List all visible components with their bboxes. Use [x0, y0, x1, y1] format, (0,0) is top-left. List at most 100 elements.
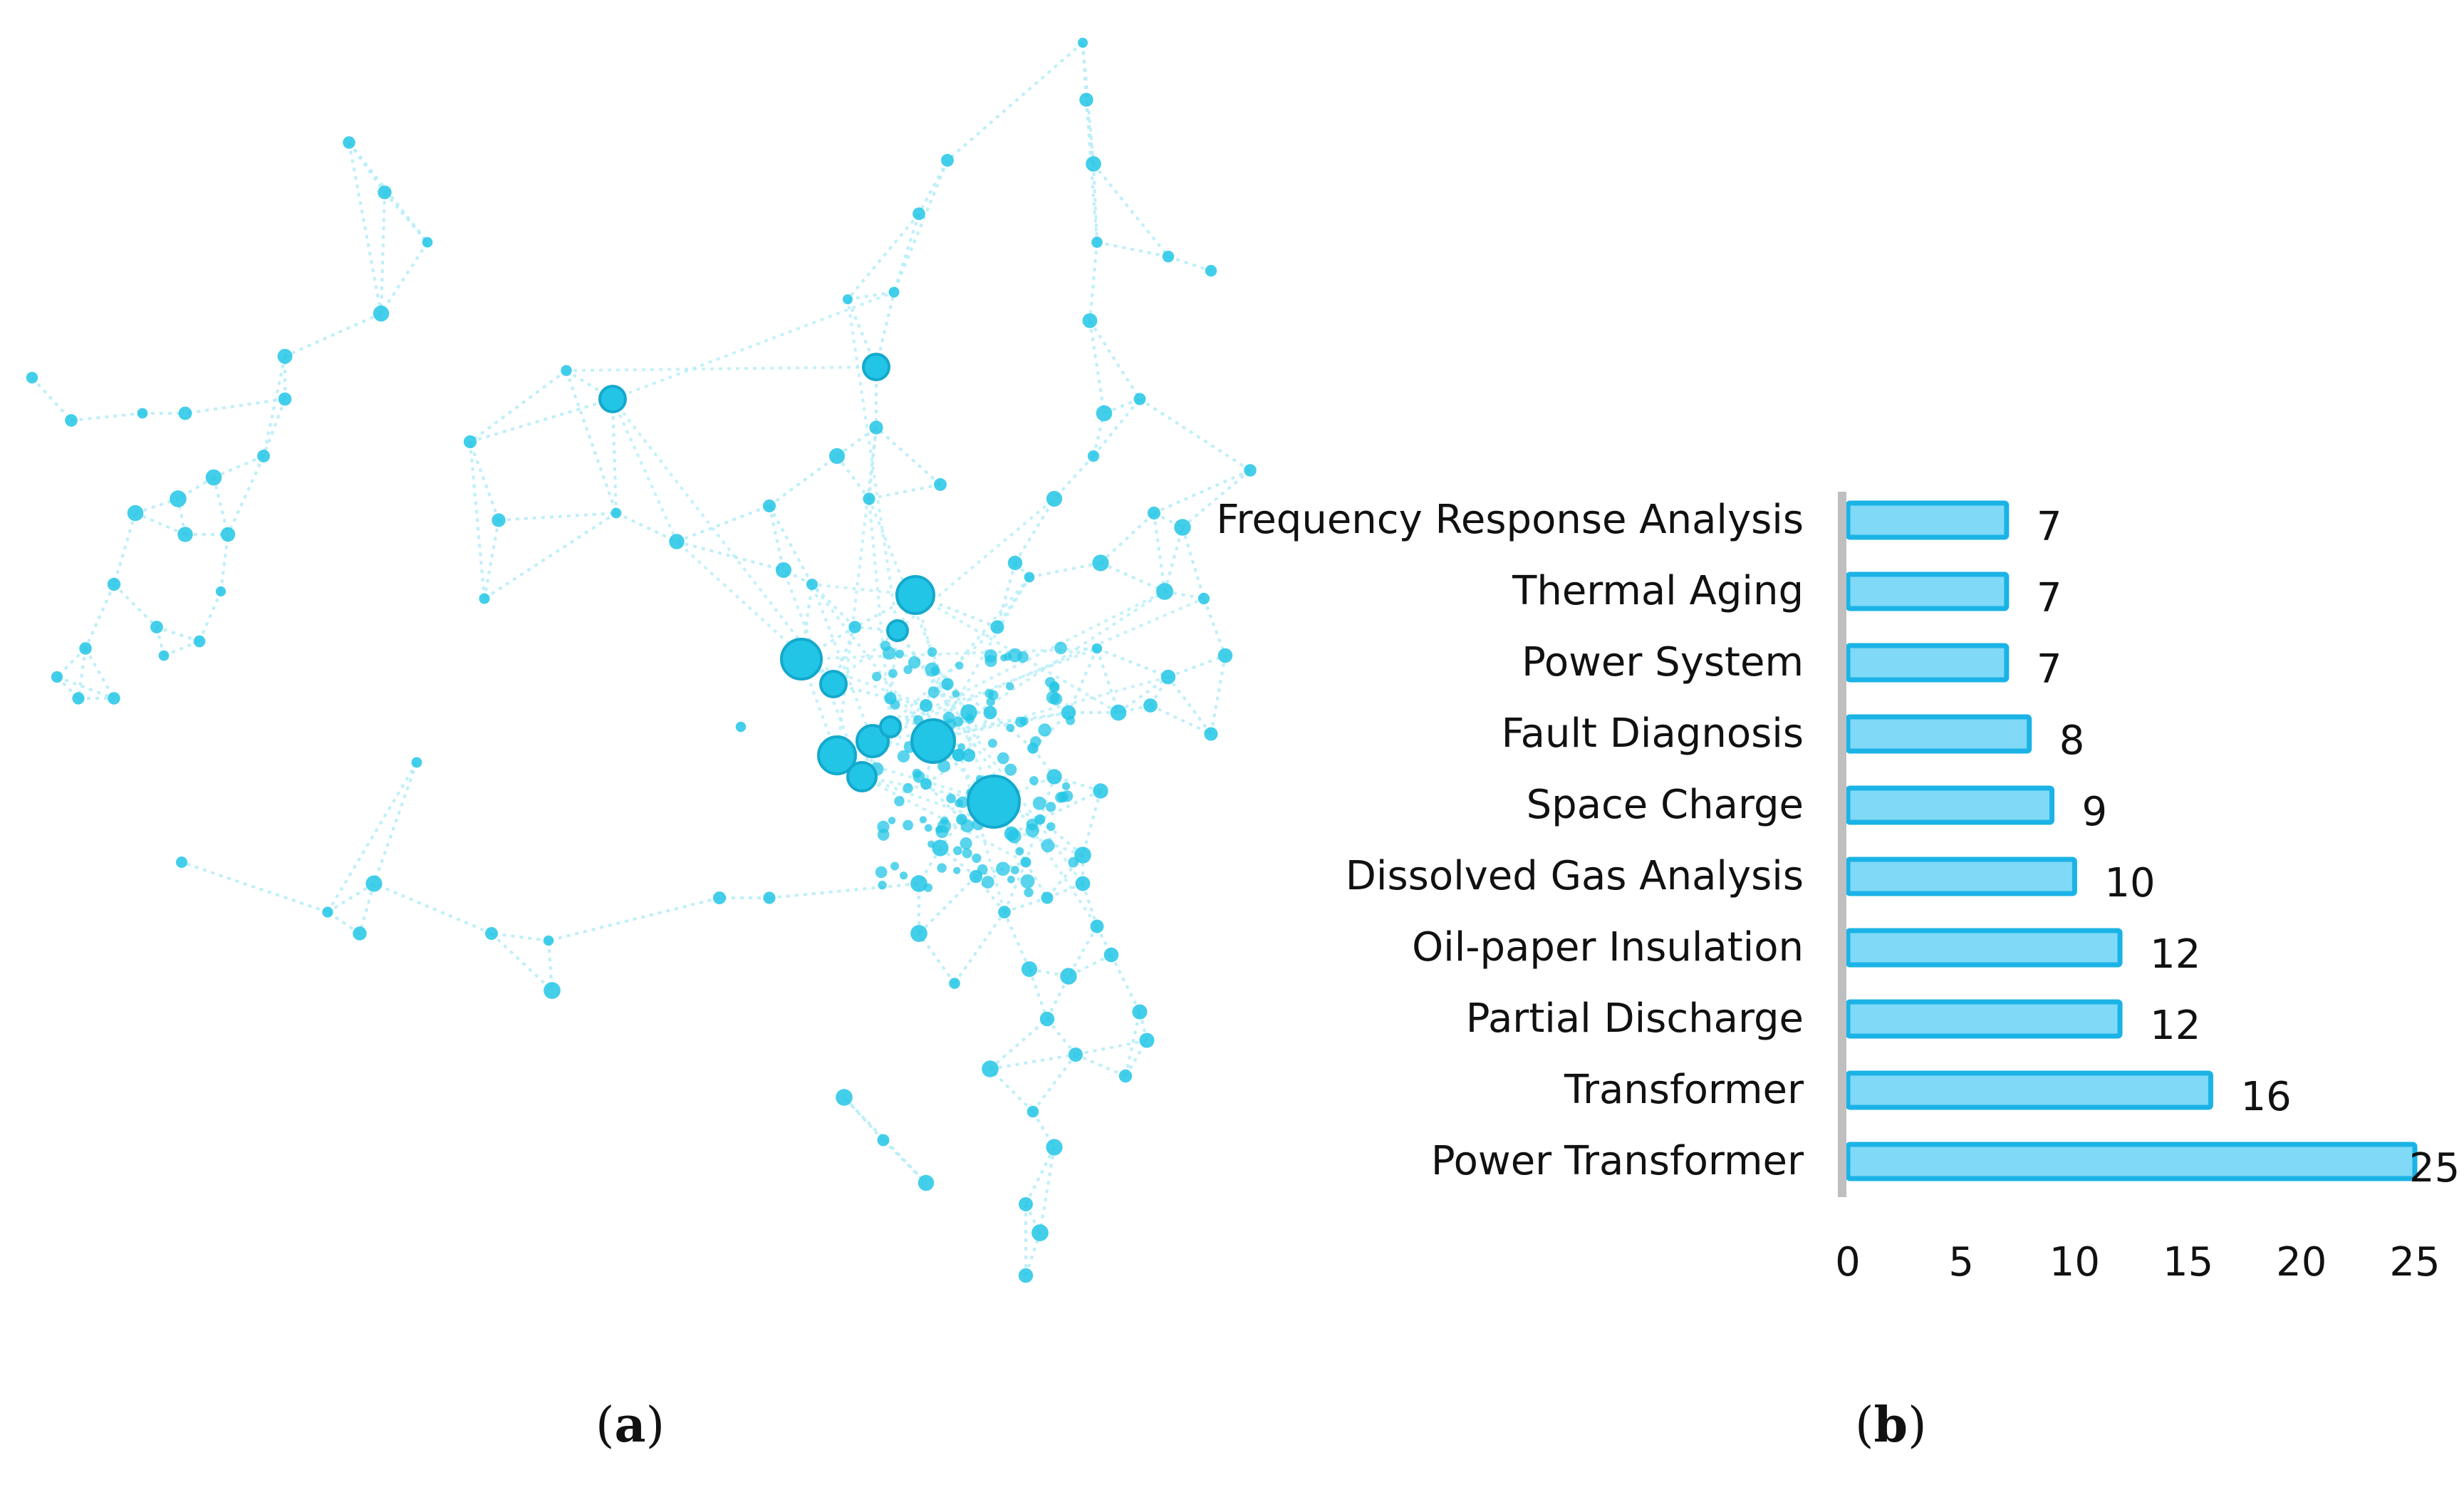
network-hub-node [819, 670, 848, 698]
network-node [941, 154, 954, 167]
network-edge [284, 312, 382, 358]
network-node [910, 875, 927, 892]
network-hub-node [598, 385, 627, 413]
network-edge [893, 213, 920, 293]
network-hub-node [846, 761, 878, 792]
network-node [107, 577, 121, 591]
network-node [1045, 677, 1056, 688]
network-node [1082, 313, 1098, 328]
network-edge [925, 740, 935, 785]
network-node [1004, 763, 1017, 776]
network-node [890, 862, 900, 871]
network-node [365, 875, 383, 892]
network-node [205, 469, 222, 486]
network-edge [872, 597, 1205, 743]
network-edge [1202, 598, 1227, 656]
network-node [960, 704, 977, 721]
network-edge [1053, 455, 1095, 500]
network-edge [989, 1018, 1049, 1070]
network-node [1007, 648, 1022, 663]
network-node [411, 757, 422, 768]
network-hub-node [862, 353, 890, 381]
network-edge [198, 591, 222, 642]
x-tick-label-3: 15 [2163, 1239, 2213, 1285]
network-node [1006, 682, 1014, 690]
x-tick-label-4: 20 [2276, 1239, 2327, 1285]
value-label-7: 12 [2150, 1003, 2200, 1049]
network-node [1093, 783, 1108, 799]
x-tick-label-5: 25 [2389, 1239, 2440, 1285]
network-node [1038, 723, 1051, 737]
network-edge [769, 882, 920, 899]
network-node [957, 796, 969, 808]
network-edge [212, 477, 229, 535]
network-node [920, 777, 932, 790]
x-tick-labels: 0 5 10 15 20 25 [1835, 1239, 2440, 1285]
network-edge [1096, 647, 1169, 678]
network-node [946, 793, 956, 804]
network-node [1092, 554, 1109, 571]
network-node [1046, 490, 1063, 507]
category-labels: Frequency Response Analysis Thermal Aging… [1216, 497, 1804, 1184]
network-node [1156, 583, 1173, 600]
network-edge [1003, 911, 1031, 970]
value-labels: 7 7 7 8 9 10 12 12 16 25 [2037, 504, 2460, 1191]
network-node [888, 817, 896, 824]
network-node [910, 925, 927, 942]
network-node [894, 796, 905, 807]
network-node [927, 647, 937, 657]
network-edge [811, 584, 874, 742]
network-hub-node [886, 619, 909, 642]
network-node [884, 692, 897, 705]
network-node [878, 880, 887, 890]
network-node [988, 738, 997, 748]
network-node [177, 527, 193, 542]
network-node [949, 978, 960, 989]
network-edge [219, 534, 229, 592]
network-node [997, 752, 1009, 765]
network-edge [1039, 818, 1084, 857]
network-node [1090, 919, 1104, 933]
network-edge [611, 398, 678, 542]
network-edge [469, 369, 568, 443]
network-node [903, 819, 913, 831]
network-edge [889, 704, 927, 728]
category-label-2: Power System [1522, 639, 1804, 685]
network-edge [1081, 883, 1098, 927]
network-node [150, 621, 163, 633]
network-node [1197, 592, 1210, 605]
category-label-3: Fault Diagnosis [1502, 710, 1804, 757]
network-node [1031, 1224, 1049, 1241]
network-edge [177, 498, 187, 535]
network-edge [227, 455, 265, 535]
network-edge [1024, 819, 1041, 863]
network-edge [1024, 861, 1049, 899]
panel-b-letter: b [1873, 1397, 1908, 1454]
network-node [937, 819, 952, 833]
network-node [1032, 796, 1046, 810]
network-node [1034, 814, 1046, 825]
network-edge [1117, 676, 1170, 714]
value-label-3: 8 [2059, 718, 2085, 764]
network-node [1079, 93, 1093, 107]
network-node [900, 871, 908, 880]
network-edge [768, 455, 838, 507]
panel-a-close-paren: ) [645, 1397, 665, 1454]
category-label-7: Partial Discharge [1466, 995, 1804, 1042]
network-node [1075, 876, 1091, 891]
network-node [1205, 264, 1217, 277]
network-edge [890, 697, 927, 707]
network-edge [868, 483, 941, 500]
network-node [897, 750, 910, 763]
network-node [65, 414, 78, 427]
network-edge [1075, 1039, 1148, 1056]
network-hub-node [879, 715, 902, 738]
bar-9 [1845, 1142, 2418, 1181]
bar-chart: Frequency Response Analysis Thermal Aging… [1216, 492, 2460, 1285]
network-edge [181, 861, 328, 914]
network-node [919, 698, 933, 713]
network-edge [1168, 654, 1226, 678]
network-edge [1014, 497, 1056, 564]
network-edge [875, 426, 942, 486]
